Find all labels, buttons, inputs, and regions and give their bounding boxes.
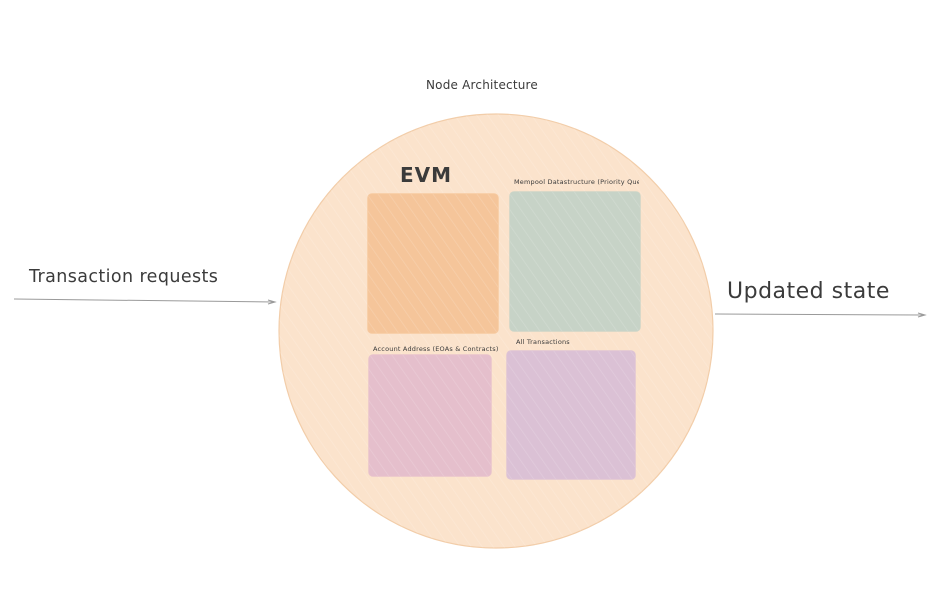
transactions-box-hatch bbox=[507, 351, 635, 479]
output-arrow-head bbox=[917, 312, 927, 318]
input-arrow-line bbox=[13, 298, 275, 303]
output-arrow-line bbox=[714, 313, 925, 316]
evm-label: EVM bbox=[400, 163, 453, 187]
diagram-title: Node Architecture bbox=[426, 78, 538, 92]
output-label: Updated state bbox=[727, 279, 890, 304]
input-arrow-head bbox=[267, 299, 277, 305]
input-label: Transaction requests bbox=[29, 267, 219, 287]
transactions-label: All Transactions bbox=[516, 338, 570, 346]
mempool-label: Mempool Datastructure (Priority Queue bbox=[514, 178, 639, 186]
accounts-label: Account Address (EOAs & Contracts) bbox=[373, 345, 499, 353]
mempool-box-hatch bbox=[510, 192, 640, 331]
accounts-box-hatch bbox=[369, 355, 491, 476]
evm-box-hatch bbox=[368, 194, 498, 333]
